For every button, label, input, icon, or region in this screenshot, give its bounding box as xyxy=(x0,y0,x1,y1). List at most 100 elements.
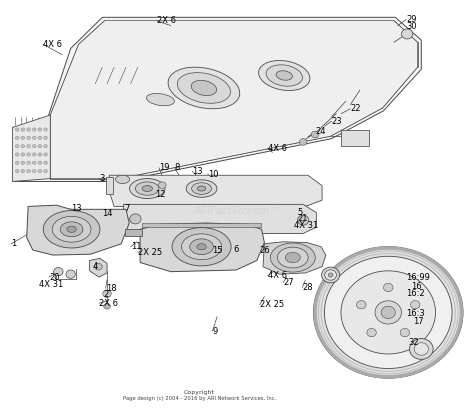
Circle shape xyxy=(356,301,366,309)
Ellipse shape xyxy=(190,239,213,255)
Circle shape xyxy=(27,136,30,140)
Polygon shape xyxy=(50,21,418,178)
Circle shape xyxy=(15,161,19,164)
Circle shape xyxy=(54,268,63,276)
Circle shape xyxy=(38,136,42,140)
Ellipse shape xyxy=(276,71,292,80)
Circle shape xyxy=(44,145,47,148)
Text: Copyright: Copyright xyxy=(184,390,215,395)
Circle shape xyxy=(44,169,47,173)
Text: 8: 8 xyxy=(174,163,180,172)
Text: 7: 7 xyxy=(125,204,130,213)
Ellipse shape xyxy=(328,273,333,277)
Circle shape xyxy=(27,128,30,131)
Ellipse shape xyxy=(136,182,159,195)
Text: 4X 6: 4X 6 xyxy=(268,271,287,280)
Text: 2X 25: 2X 25 xyxy=(138,249,162,257)
Text: 4X 31: 4X 31 xyxy=(294,221,318,230)
Circle shape xyxy=(95,264,102,270)
Text: 16:3: 16:3 xyxy=(406,309,425,318)
Text: 18: 18 xyxy=(106,284,116,293)
Text: Page design (c) 2004 - 2016 by ARI Network Services, Inc.: Page design (c) 2004 - 2016 by ARI Netwo… xyxy=(123,396,276,401)
Circle shape xyxy=(38,153,42,156)
Circle shape xyxy=(38,169,42,173)
Circle shape xyxy=(314,247,463,378)
Polygon shape xyxy=(140,223,264,271)
Text: 26: 26 xyxy=(260,246,270,255)
Text: 16: 16 xyxy=(411,282,421,291)
Text: 13: 13 xyxy=(192,167,203,176)
Circle shape xyxy=(32,153,36,156)
Text: 12: 12 xyxy=(155,190,165,199)
Text: 23: 23 xyxy=(331,117,342,126)
Circle shape xyxy=(21,128,25,131)
Text: 11: 11 xyxy=(131,242,141,251)
Circle shape xyxy=(15,136,19,140)
Circle shape xyxy=(104,303,110,309)
Text: 19: 19 xyxy=(159,163,170,172)
Text: 21: 21 xyxy=(298,214,308,224)
Circle shape xyxy=(400,329,410,337)
Circle shape xyxy=(66,270,75,278)
Polygon shape xyxy=(124,204,317,234)
Ellipse shape xyxy=(277,247,308,268)
Polygon shape xyxy=(12,115,50,181)
Ellipse shape xyxy=(67,226,76,232)
Circle shape xyxy=(27,145,30,148)
Ellipse shape xyxy=(168,67,240,109)
Circle shape xyxy=(381,306,395,319)
Circle shape xyxy=(341,271,436,354)
Circle shape xyxy=(27,169,30,173)
Text: 27: 27 xyxy=(283,278,294,287)
Ellipse shape xyxy=(186,180,217,197)
Circle shape xyxy=(15,145,19,148)
Ellipse shape xyxy=(60,222,83,237)
Bar xyxy=(125,229,143,236)
Text: 13: 13 xyxy=(71,204,81,213)
Text: 2X 6: 2X 6 xyxy=(99,299,118,308)
Circle shape xyxy=(44,153,47,156)
Text: 16:99: 16:99 xyxy=(406,273,430,281)
Circle shape xyxy=(158,182,166,188)
Circle shape xyxy=(367,329,376,337)
Ellipse shape xyxy=(197,244,206,250)
Text: 28: 28 xyxy=(302,283,313,292)
Circle shape xyxy=(21,145,25,148)
Text: 32: 32 xyxy=(408,338,419,347)
Circle shape xyxy=(15,169,19,173)
Text: 16:2: 16:2 xyxy=(406,289,425,298)
Ellipse shape xyxy=(116,175,130,183)
Text: 1: 1 xyxy=(11,239,16,249)
Circle shape xyxy=(27,153,30,156)
Text: 5: 5 xyxy=(298,208,303,217)
Circle shape xyxy=(324,256,452,369)
Circle shape xyxy=(32,136,36,140)
Text: 2X 6: 2X 6 xyxy=(156,16,176,25)
Ellipse shape xyxy=(197,186,206,191)
Circle shape xyxy=(375,301,401,324)
Ellipse shape xyxy=(321,267,339,283)
Text: 3: 3 xyxy=(99,174,104,183)
Text: 29: 29 xyxy=(406,15,417,24)
Circle shape xyxy=(32,161,36,164)
Text: 14: 14 xyxy=(102,209,113,218)
Ellipse shape xyxy=(191,80,217,95)
Polygon shape xyxy=(109,175,322,206)
Ellipse shape xyxy=(172,228,231,266)
Text: 4X 6: 4X 6 xyxy=(43,40,62,49)
Circle shape xyxy=(410,339,433,359)
Ellipse shape xyxy=(270,243,315,272)
Circle shape xyxy=(103,290,111,297)
Text: 2: 2 xyxy=(104,291,109,299)
Ellipse shape xyxy=(325,270,337,280)
Text: 6: 6 xyxy=(233,245,238,254)
Circle shape xyxy=(414,343,428,355)
Ellipse shape xyxy=(52,216,91,242)
Circle shape xyxy=(300,139,307,146)
Text: 10: 10 xyxy=(208,169,218,178)
Text: 22: 22 xyxy=(350,104,361,113)
Circle shape xyxy=(44,136,47,140)
Circle shape xyxy=(15,153,19,156)
Ellipse shape xyxy=(142,186,153,191)
Ellipse shape xyxy=(177,73,230,103)
